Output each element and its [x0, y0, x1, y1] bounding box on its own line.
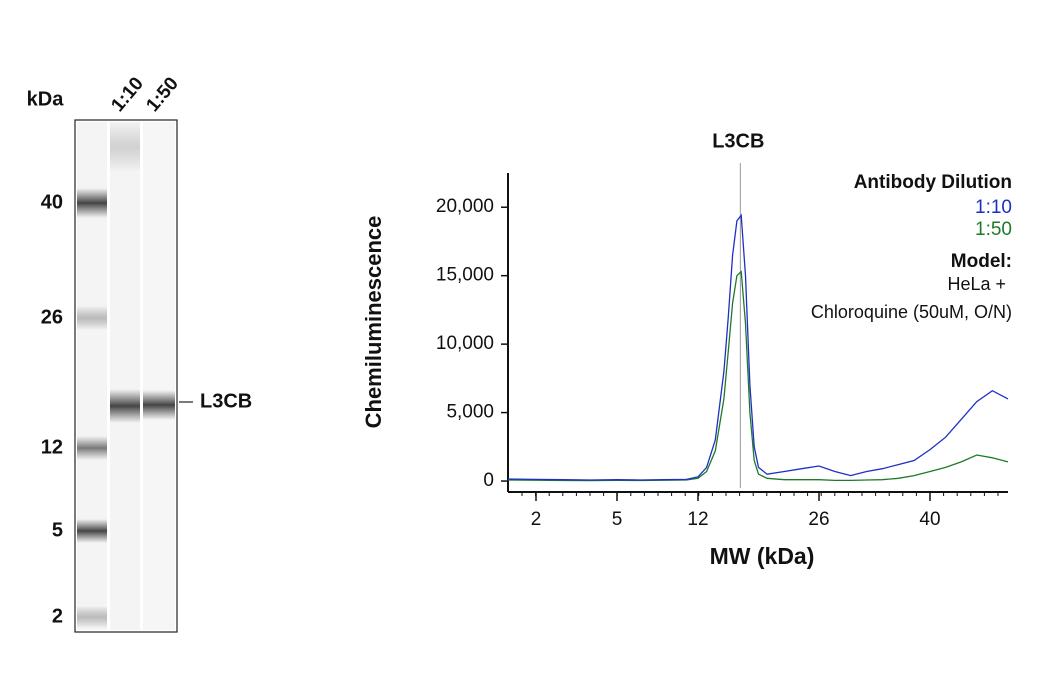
lane: [110, 122, 140, 630]
x-tick-label: 26: [808, 509, 829, 530]
y-axis-title: Chemiluminescence: [361, 216, 386, 429]
marker-label: 12: [41, 436, 63, 458]
sample-band: [110, 389, 140, 423]
marker-band: [77, 606, 107, 628]
unit-label: kDa: [27, 88, 65, 110]
chart: Chemiluminescence MW (kDa) Antibody Dilu…: [361, 130, 1012, 569]
marker-label: 26: [41, 306, 63, 328]
x-tick-label: 12: [687, 509, 708, 530]
marker-band: [77, 519, 107, 543]
legend-entry: 1:50: [975, 219, 1012, 240]
lane-label: 1:10: [107, 73, 148, 116]
smear: [110, 122, 140, 172]
lane-label: 1:50: [142, 73, 183, 116]
y-tick-label: 15,000: [436, 265, 494, 286]
marker-band: [77, 188, 107, 218]
marker-label: 5: [52, 519, 63, 541]
series-line: [507, 213, 1009, 481]
x-tick-label: 40: [919, 509, 940, 530]
legend-entry: 1:10: [975, 197, 1012, 218]
marker-label: 2: [52, 605, 63, 627]
x-axis-title: MW (kDa): [710, 543, 815, 569]
model-text: Chloroquine (50uM, O/N): [811, 302, 1012, 322]
legend-title: Antibody Dilution: [854, 172, 1012, 193]
lane: [143, 122, 175, 630]
marker-band: [77, 306, 107, 330]
y-tick-label: 20,000: [436, 196, 494, 217]
marker-label: 40: [41, 191, 63, 213]
band-label: L3CB: [200, 390, 252, 412]
x-tick-label: 5: [612, 509, 623, 530]
annotation-label: L3CB: [712, 130, 764, 152]
model-text: HeLa +: [947, 274, 1006, 294]
y-tick-label: 10,000: [436, 333, 494, 354]
marker-band: [77, 436, 107, 460]
model-label: Model:: [951, 251, 1012, 272]
y-tick-label: 5,000: [446, 402, 494, 423]
y-tick-label: 0: [483, 470, 494, 491]
x-tick-label: 2: [531, 509, 542, 530]
sample-band: [143, 390, 175, 420]
